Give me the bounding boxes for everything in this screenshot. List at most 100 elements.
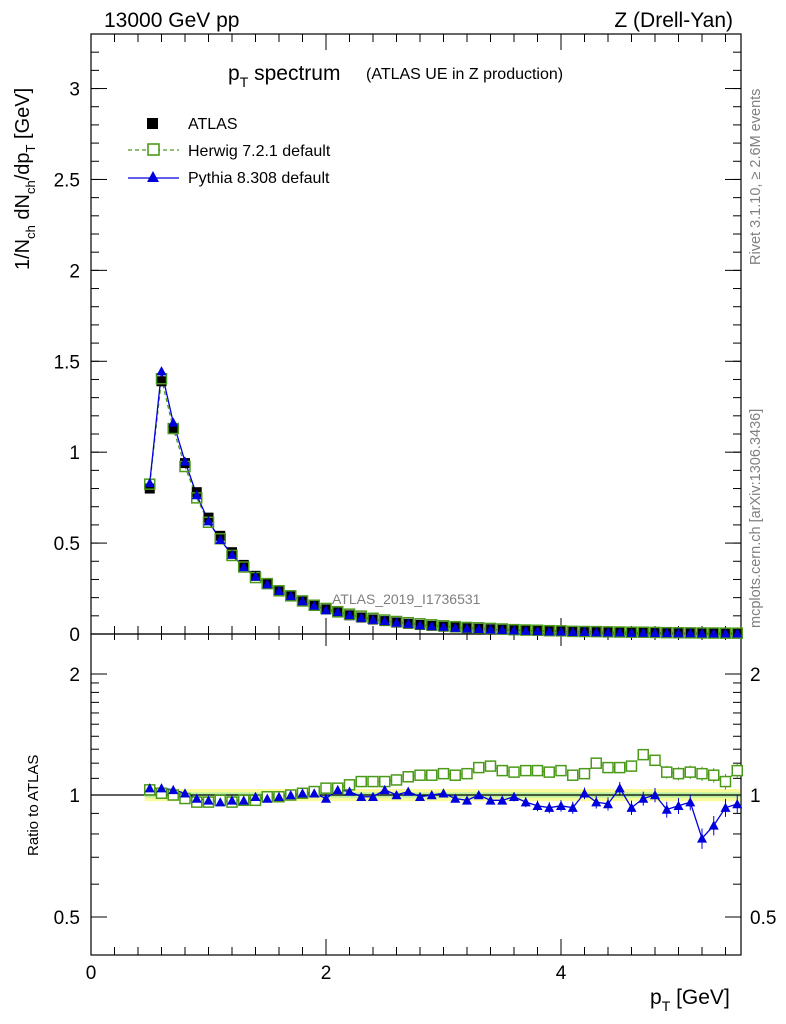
- y-axis-label-ratio: Ratio to ATLAS: [25, 755, 42, 856]
- point-pythia: [544, 626, 555, 636]
- ratio-point-pythia: [250, 791, 261, 802]
- point-pythia: [614, 627, 625, 637]
- ratio-point-pythia: [661, 804, 672, 814]
- point-pythia: [567, 626, 578, 637]
- y-tick-label: 0.5: [54, 534, 80, 555]
- point-pythia: [720, 628, 731, 638]
- point-herwig: [590, 625, 602, 638]
- ratio-point-herwig: [473, 761, 485, 774]
- header-right: Z (Drell-Yan): [614, 9, 733, 32]
- ratio-point-herwig: [661, 766, 673, 778]
- y-tick-label: 0: [69, 625, 80, 646]
- point-herwig: [719, 627, 732, 639]
- x-axis-label: pT [GeV]: [650, 986, 730, 1014]
- ratio-tick-label-right: 1: [750, 786, 761, 807]
- point-pythia: [650, 627, 660, 637]
- ratio-point-herwig: [684, 766, 696, 778]
- ratio-point-herwig: [649, 754, 661, 767]
- point-herwig: [261, 577, 273, 590]
- ratio-point-pythia: [191, 793, 202, 803]
- y-tick-label: 1.5: [54, 352, 80, 373]
- ratio-point-pythia: [238, 795, 249, 805]
- point-herwig: [332, 605, 344, 618]
- ratio-point-pythia: [520, 797, 531, 807]
- point-herwig: [672, 627, 685, 639]
- ratio-point-pythia: [579, 788, 590, 798]
- ratio-point-pythia: [509, 791, 519, 802]
- point-pythia: [462, 623, 472, 633]
- x-tick-label: 0: [86, 963, 97, 984]
- point-pythia: [274, 585, 284, 596]
- point-herwig: [578, 625, 591, 638]
- point-herwig: [684, 627, 696, 639]
- point-pythia: [497, 624, 508, 635]
- point-pythia: [297, 595, 308, 606]
- ratio-point-herwig: [602, 761, 614, 774]
- ratio-point-herwig: [355, 775, 367, 788]
- point-pythia: [509, 625, 519, 635]
- ratio-point-pythia: [180, 788, 190, 798]
- point-pythia: [708, 628, 719, 638]
- point-pythia: [556, 626, 566, 636]
- ratio-point-pythia: [462, 795, 472, 805]
- ratio-point-pythia: [720, 802, 731, 812]
- ratio-point-pythia: [144, 783, 155, 793]
- ratio-point-pythia: [391, 790, 402, 800]
- point-pythia: [685, 628, 696, 638]
- ratio-point-pythia: [556, 800, 566, 811]
- point-pythia: [426, 620, 437, 631]
- ratio-point-pythia: [450, 793, 461, 803]
- point-pythia: [250, 571, 261, 581]
- ratio-point-pythia: [309, 788, 320, 798]
- ratio-point-pythia: [368, 791, 378, 802]
- ratio-point-pythia: [297, 788, 308, 798]
- point-pythia: [356, 612, 367, 622]
- ratio-tick-label-left: 1: [69, 786, 80, 807]
- point-pythia: [180, 456, 190, 466]
- point-herwig: [614, 626, 626, 638]
- ratio-point-herwig: [578, 767, 591, 780]
- point-herwig: [602, 626, 614, 638]
- ratio-point-pythia: [673, 800, 684, 811]
- point-pythia: [661, 627, 672, 638]
- ratio-point-herwig: [390, 774, 403, 786]
- point-pythia: [368, 614, 378, 624]
- title-p: p: [228, 62, 240, 85]
- point-pythia: [203, 516, 214, 526]
- ratio-point-pythia: [650, 790, 660, 800]
- legend-label-atlas: ATLAS: [188, 116, 238, 133]
- ratio-point-herwig: [367, 775, 379, 788]
- point-herwig: [696, 627, 708, 639]
- y-tick-label: 1: [69, 443, 80, 464]
- ratio-point-pythia: [532, 800, 543, 811]
- point-herwig: [308, 599, 320, 612]
- point-herwig: [567, 625, 579, 638]
- point-herwig: [649, 626, 661, 639]
- point-pythia: [673, 627, 684, 638]
- ratio-point-herwig: [543, 766, 555, 778]
- ratio-point-herwig: [461, 767, 473, 780]
- ratio-point-herwig: [320, 782, 332, 794]
- point-pythia: [321, 604, 331, 615]
- mcplots-label: mcplots.cern.ch [arXiv:1306.3436]: [748, 409, 764, 628]
- ratio-point-herwig: [672, 767, 685, 780]
- y-axis-label-main: 1/Nch dNch/dpT [GeV]: [12, 88, 38, 270]
- point-pythia: [697, 628, 707, 638]
- point-pythia: [391, 617, 402, 627]
- point-pythia: [238, 561, 249, 572]
- ratio-point-pythia: [168, 784, 179, 795]
- point-atlas: [168, 423, 179, 434]
- plot-note: (ATLAS UE in Z production): [366, 66, 563, 83]
- ratio-point-pythia: [344, 786, 355, 796]
- ratio-point-pythia: [497, 795, 508, 805]
- legend-marker-herwig: [147, 143, 160, 156]
- point-herwig: [508, 623, 520, 636]
- point-pythia: [215, 534, 226, 544]
- legend-marker-atlas: [147, 118, 158, 129]
- point-herwig: [708, 627, 720, 639]
- ratio-point-herwig: [484, 760, 497, 772]
- ratio-point-pythia: [614, 783, 625, 793]
- ratio-point-pythia: [274, 791, 284, 802]
- point-pythia: [473, 623, 484, 633]
